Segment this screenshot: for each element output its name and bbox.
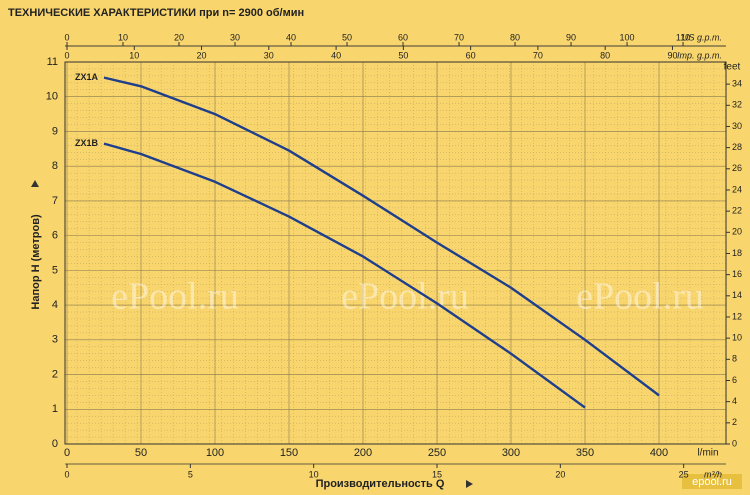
y-tick-label: 8 [52,160,58,172]
y-tick-label: 0 [52,438,58,450]
x-tick-label: 0 [64,447,70,459]
x-tick-label: 300 [502,447,520,459]
y2-tick-label: 8 [732,354,737,364]
secondary-tick-label: 80 [510,32,520,42]
y-tick-label: 6 [52,230,58,242]
curve [103,142,586,409]
secondary-axis-unit: Imp. g.p.m. [677,50,722,60]
x-tick-label: 150 [280,447,298,459]
grid [65,61,726,445]
x-tick-label: 400 [650,447,668,459]
secondary-tick-label: 20 [197,50,207,60]
secondary-tick-label: 20 [174,32,184,42]
y2-tick-label: 14 [732,290,742,300]
secondary-tick-label: 60 [398,32,408,42]
series-label: ZX1B [75,138,99,148]
secondary-tick-label: 60 [466,50,476,60]
secondary-tick-label: 100 [620,32,635,42]
x-axis-label: Производительность Q [316,478,445,490]
secondary-tick-label: 90 [566,32,576,42]
secondary-tick-label: 20 [555,469,565,479]
x-tick-label: 50 [135,447,147,459]
secondary-tick-label: 70 [454,32,464,42]
y2-tick-label: 16 [732,269,742,279]
y-tick-label: 1 [52,403,58,415]
secondary-tick-label: 10 [118,32,128,42]
x-tick-label: 250 [428,447,446,459]
logo: epool.ru [692,476,732,488]
y2-tick-label: 2 [732,417,737,427]
watermark: ePool.ru [111,276,239,318]
y-tick-label: 2 [52,368,58,380]
secondary-tick-label: 0 [64,32,69,42]
secondary-axis-unit: US g.p.m. [682,32,722,42]
secondary-tick-label: 5 [188,469,193,479]
secondary-tick-label: 110 [676,32,690,42]
y-tick-label: 4 [52,299,58,311]
y-axis-label: Напор H (метров) [30,214,42,310]
x-tick-label: 200 [354,447,372,459]
chart-title: ТЕХНИЧЕСКИЕ ХАРАКТЕРИСТИКИ при n= 2900 о… [8,7,304,19]
y2-tick-label: 24 [732,184,742,194]
y2-tick-label: 34 [732,78,742,88]
secondary-tick-label: 40 [331,50,341,60]
secondary-tick-label: 40 [286,32,296,42]
y-tick-label: 11 [47,56,58,68]
y2-tick-label: 20 [732,227,742,237]
y-tick-label: 9 [52,125,58,137]
logo-box [682,474,742,489]
arrow [466,480,473,488]
y2-tick-label: 22 [732,206,742,216]
x-tick-label: 350 [576,447,594,459]
secondary-tick-label: 70 [533,50,543,60]
secondary-tick-label: 50 [398,50,408,60]
secondary-tick-label: 30 [230,32,240,42]
secondary-tick-label: 80 [600,50,610,60]
secondary-tick-label: 25 [679,469,689,479]
y2-tick-label: 4 [732,396,737,406]
y-tick-label: 7 [52,195,58,207]
secondary-tick-label: 50 [342,32,352,42]
y2-tick-label: 18 [732,248,742,258]
secondary-tick-label: 10 [309,469,319,479]
x-unit: l/min [697,448,718,459]
secondary-tick-label: 0 [64,50,69,60]
secondary-tick-label: 10 [129,50,139,60]
y2-tick-label: 12 [732,311,742,321]
y2-tick-label: 28 [732,142,742,152]
secondary-tick-label: 0 [64,469,69,479]
y-tick-label: 5 [52,264,58,276]
curve [103,76,660,397]
y2-tick-label: 0 [732,438,737,448]
y-tick-label: 3 [52,334,58,346]
secondary-tick-label: 30 [264,50,274,60]
x-tick-label: 100 [206,447,224,459]
series-label: ZX1A [75,72,99,82]
secondary-axis-unit: m³/h [704,469,722,479]
secondary-tick-label: 15 [432,469,442,479]
y2-unit: feet [724,62,741,73]
watermark: ePool.ru [576,276,704,318]
y-tick-label: 10 [46,91,58,103]
y2-tick-label: 30 [732,121,742,131]
arrow [31,180,39,187]
secondary-tick-label: 90 [667,50,677,60]
y2-tick-label: 6 [732,375,737,385]
y2-tick-label: 10 [732,333,742,343]
y2-tick-label: 26 [732,163,742,173]
y2-tick-label: 32 [732,100,742,110]
